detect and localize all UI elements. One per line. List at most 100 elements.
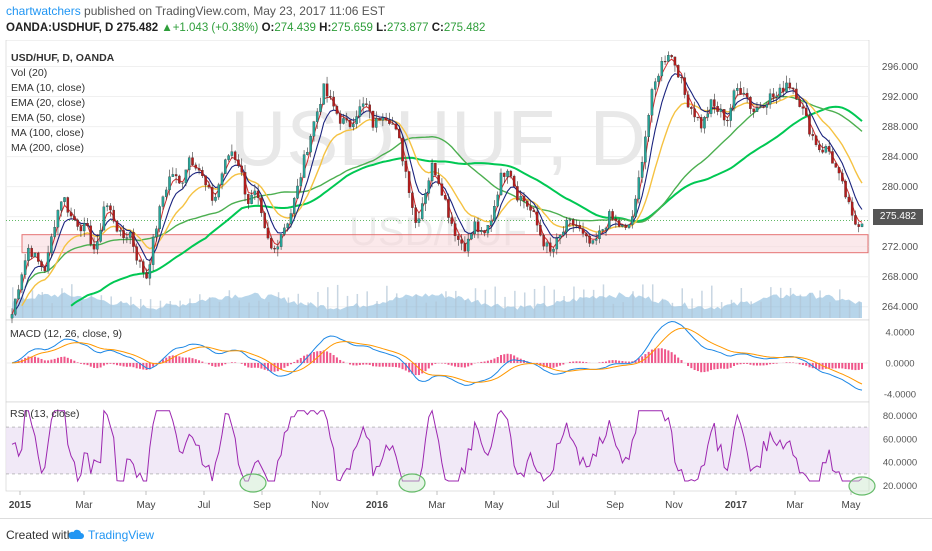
macd-histogram-bar: [109, 363, 111, 364]
macd-histogram-bar: [339, 360, 341, 363]
macd-histogram-bar: [740, 363, 742, 364]
volume-bar: [731, 300, 733, 318]
candle-body: [428, 181, 430, 193]
macd-histogram-bar: [178, 356, 180, 363]
macd-histogram-bar: [211, 363, 213, 366]
macd-histogram-bar: [848, 363, 850, 369]
candle-body: [296, 186, 298, 198]
macd-histogram-bar: [575, 361, 577, 363]
candle-body: [234, 152, 236, 160]
macd-histogram-bar: [369, 363, 371, 365]
candle-body: [165, 190, 167, 197]
volume-bar: [534, 289, 536, 318]
candle-body: [749, 97, 751, 109]
volume-bar: [544, 286, 546, 318]
macd-histogram-bar: [717, 363, 719, 369]
macd-histogram-bar: [454, 363, 456, 367]
candle-body: [254, 191, 256, 195]
candle-body: [854, 215, 856, 224]
candle-body: [799, 99, 801, 107]
low-label: L:: [376, 22, 387, 34]
candle-body: [401, 138, 403, 161]
candle-body: [556, 238, 558, 249]
candle-body: [835, 163, 837, 167]
macd-histogram-bar: [172, 355, 174, 363]
candle-body: [474, 222, 476, 234]
candle-body: [106, 206, 108, 207]
candle-body: [477, 222, 479, 232]
candle-body: [625, 225, 627, 228]
volume-bar: [504, 297, 506, 318]
volume-bar: [386, 286, 388, 318]
candle-body: [585, 234, 587, 236]
volume-bar: [583, 289, 585, 318]
candle-body: [470, 234, 472, 239]
macd-histogram-bar: [841, 363, 843, 368]
candle-body: [116, 221, 118, 231]
candle-body: [526, 201, 528, 206]
candle-body: [195, 165, 197, 168]
macd-histogram-bar: [67, 358, 69, 363]
candle-body: [569, 220, 571, 221]
ohlc-line: OANDA:USDHUF, D 275.482 ▲+1.043 (+0.38%)…: [6, 22, 485, 34]
volume-bar: [524, 292, 526, 318]
candle-body: [346, 118, 348, 120]
macd-histogram-bar: [402, 363, 404, 369]
macd-histogram-bar: [182, 357, 184, 363]
macd-histogram-bar: [44, 360, 46, 363]
candle-body: [359, 107, 361, 117]
macd-histogram-bar: [100, 363, 102, 368]
macd-histogram-bar: [490, 360, 492, 363]
y-tick-label: 284.000: [882, 152, 919, 163]
macd-histogram-bar: [464, 363, 466, 368]
candle-body: [543, 235, 545, 246]
candle-body: [444, 195, 446, 199]
candle-body: [333, 97, 335, 106]
volume-bar: [701, 291, 703, 318]
candle-body: [812, 134, 814, 136]
macd-histogram-bar: [60, 357, 62, 363]
price-chart[interactable]: USDHUF, D USD/HUF 296.000292.000288.0002…: [0, 40, 932, 518]
volume-bar: [376, 301, 378, 318]
candle-body: [487, 225, 489, 233]
volume-bar: [229, 290, 231, 318]
y-tick-label: 272.000: [882, 242, 919, 253]
candle-body: [503, 173, 505, 177]
macd-histogram-bar: [70, 359, 72, 363]
x-tick-label: Sep: [606, 500, 624, 511]
volume-bar: [179, 301, 181, 318]
volume-bar: [357, 294, 359, 318]
candle-body: [464, 243, 466, 251]
candle-body: [772, 94, 774, 97]
candle-body: [303, 155, 305, 178]
macd-histogram-bar: [572, 362, 574, 363]
macd-histogram-bar: [201, 362, 203, 363]
candle-body: [454, 224, 456, 236]
rsi-tick-label: 60.0000: [883, 434, 917, 445]
macd-histogram-bar: [451, 363, 453, 366]
candle-body: [802, 107, 804, 109]
candle-body: [323, 84, 325, 104]
candle-body: [349, 120, 351, 127]
author-link[interactable]: chartwatchers: [6, 4, 81, 18]
macd-histogram-bar: [431, 363, 433, 365]
candle-body: [730, 108, 732, 121]
candle-body: [378, 118, 380, 120]
macd-histogram-bar: [605, 362, 607, 363]
candle-body: [211, 187, 213, 200]
macd-histogram-bar: [707, 363, 709, 372]
candle-body: [93, 244, 95, 249]
macd-histogram-bar: [398, 363, 400, 368]
volume-bar: [573, 287, 575, 318]
volume-bar: [859, 301, 861, 318]
candle-body: [861, 224, 863, 227]
candle-body: [60, 202, 62, 211]
macd-histogram-bar: [772, 363, 774, 364]
x-tick-label: 2016: [366, 500, 389, 511]
volume-bar: [120, 301, 122, 318]
macd-histogram-bar: [336, 357, 338, 363]
macd-histogram-bar: [283, 363, 285, 368]
tradingview-link[interactable]: TradingView: [88, 528, 154, 542]
candle-body: [201, 170, 203, 176]
macd-histogram-bar: [290, 363, 292, 364]
